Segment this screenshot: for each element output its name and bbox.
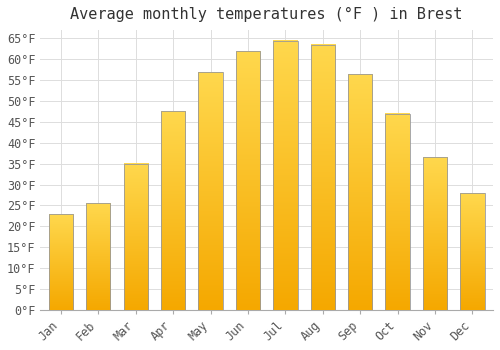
Bar bbox=[198, 72, 222, 310]
Bar bbox=[348, 74, 372, 310]
Bar bbox=[48, 214, 73, 310]
Bar bbox=[236, 51, 260, 310]
Bar bbox=[386, 113, 410, 310]
Bar bbox=[124, 164, 148, 310]
Bar bbox=[86, 203, 110, 310]
Bar bbox=[423, 158, 447, 310]
Bar bbox=[273, 41, 297, 310]
Bar bbox=[161, 111, 186, 310]
Title: Average monthly temperatures (°F ) in Brest: Average monthly temperatures (°F ) in Br… bbox=[70, 7, 463, 22]
Bar bbox=[460, 193, 484, 310]
Bar bbox=[310, 45, 335, 310]
